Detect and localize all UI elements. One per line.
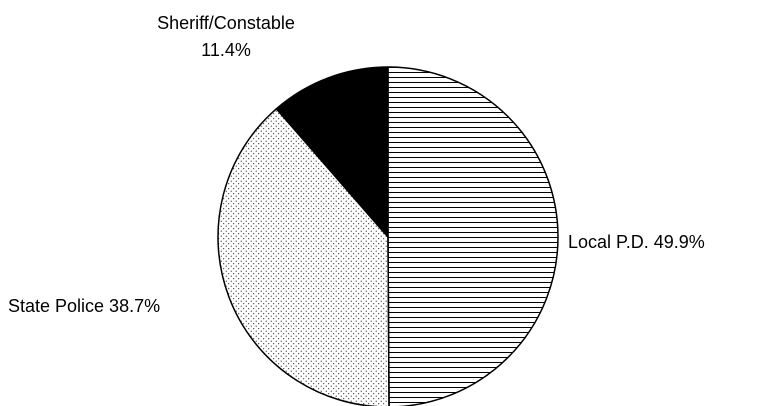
slice-label-sheriff-constable: Sheriff/Constable bbox=[157, 13, 295, 33]
slice-label-state-police: State Police 38.7% bbox=[8, 296, 160, 316]
slice-label-sheriff-constable-percent: 11.4% bbox=[201, 40, 251, 60]
pie-slice-state-police bbox=[217, 108, 390, 406]
pie-slice-local-pd bbox=[387, 66, 559, 406]
slice-label-local-pd: Local P.D. 49.9% bbox=[568, 232, 705, 252]
pie-slices bbox=[217, 66, 559, 406]
pie-slice-sheriff-constable bbox=[275, 66, 389, 238]
